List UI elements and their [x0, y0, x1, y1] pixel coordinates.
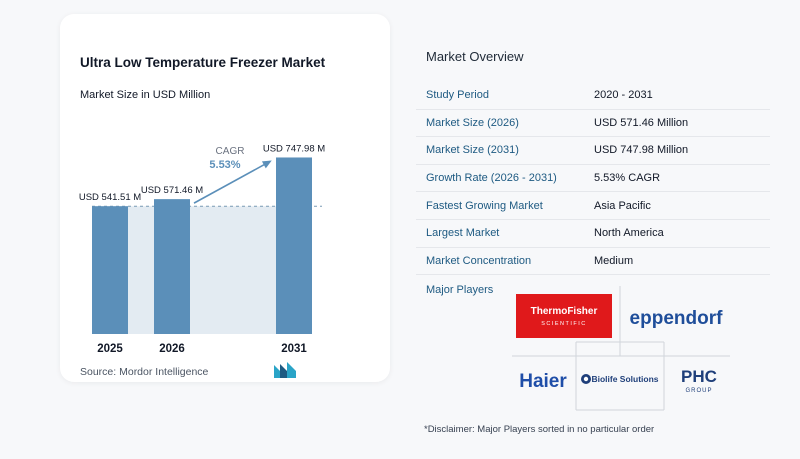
svg-text:SCIENTIFIC: SCIENTIFIC [541, 321, 587, 327]
table-row: Fastest Growing Market Asia Pacific [416, 191, 770, 220]
cagr-arrow-line [193, 160, 271, 204]
thermofisher-logo: ThermoFisher SCIENTIFIC [516, 294, 612, 338]
biolife-logo: Biolife Solutions [581, 374, 659, 384]
growth-shade [92, 206, 312, 334]
svg-text:Biolife Solutions: Biolife Solutions [591, 374, 658, 384]
svg-text:GROUP: GROUP [685, 388, 712, 394]
row-key: Market Concentration [416, 247, 594, 276]
bar-2031 [276, 157, 312, 334]
table-row: Study Period 2020 - 2031 [416, 82, 770, 110]
row-key: Market Size (2031) [416, 136, 594, 165]
row-value: Medium [594, 247, 770, 276]
overview-title: Market Overview [426, 49, 524, 64]
mordor-logo-icon [274, 362, 296, 378]
row-key: Growth Rate (2026 - 2031) [416, 164, 594, 193]
bar-2025 [92, 206, 128, 334]
row-value: North America [594, 219, 770, 248]
chart-title: Ultra Low Temperature Freezer Market [80, 55, 326, 70]
table-row: Market Concentration Medium [416, 247, 770, 276]
market-overview-panel: Market Overview Study Period 2020 - 2031… [416, 40, 776, 435]
data-label-2025: USD 541.51 M [79, 192, 141, 203]
disclaimer-text: *Disclaimer: Major Players sorted in no … [424, 424, 655, 435]
row-key: Study Period [416, 82, 594, 110]
major-players-label: Major Players [426, 284, 494, 296]
row-key: Market Size (2026) [416, 109, 594, 138]
table-row: Market Size (2026) USD 571.46 Million [416, 109, 770, 138]
phc-logo: PHC GROUP [681, 367, 717, 394]
svg-text:PHC: PHC [681, 367, 717, 386]
row-value: 5.53% CAGR [594, 164, 770, 193]
row-value: USD 747.98 Million [594, 136, 770, 165]
chart-subtitle: Market Size in USD Million [80, 89, 211, 101]
svg-text:ThermoFisher: ThermoFisher [531, 306, 598, 317]
cagr-arrow-head [261, 160, 272, 169]
source-text: Source: Mordor Intelligence [80, 366, 209, 378]
eppendorf-logo: eppendorf [630, 308, 724, 329]
haier-logo: Haier [519, 371, 567, 392]
overview-table: Study Period 2020 - 2031 Market Size (20… [416, 82, 770, 276]
chart-card: Ultra Low Temperature Freezer Market Mar… [60, 14, 390, 382]
bar-2026 [154, 199, 190, 334]
table-row: Market Size (2031) USD 747.98 Million [416, 136, 770, 165]
tick-label-2031: 2031 [281, 343, 307, 355]
row-key: Fastest Growing Market [416, 191, 594, 220]
row-value: 2020 - 2031 [594, 82, 770, 110]
data-label-2026: USD 571.46 M [141, 185, 203, 196]
row-value: USD 571.46 Million [594, 109, 770, 138]
cagr-value: 5.53% [209, 159, 240, 171]
cagr-label: CAGR [216, 146, 245, 157]
data-label-2031: USD 747.98 M [263, 143, 325, 154]
table-row: Growth Rate (2026 - 2031) 5.53% CAGR [416, 164, 770, 193]
tick-label-2025: 2025 [97, 343, 123, 355]
table-row: Largest Market North America [416, 219, 770, 248]
row-key: Largest Market [416, 219, 594, 248]
row-value: Asia Pacific [594, 191, 770, 220]
tick-label-2026: 2026 [159, 343, 185, 355]
